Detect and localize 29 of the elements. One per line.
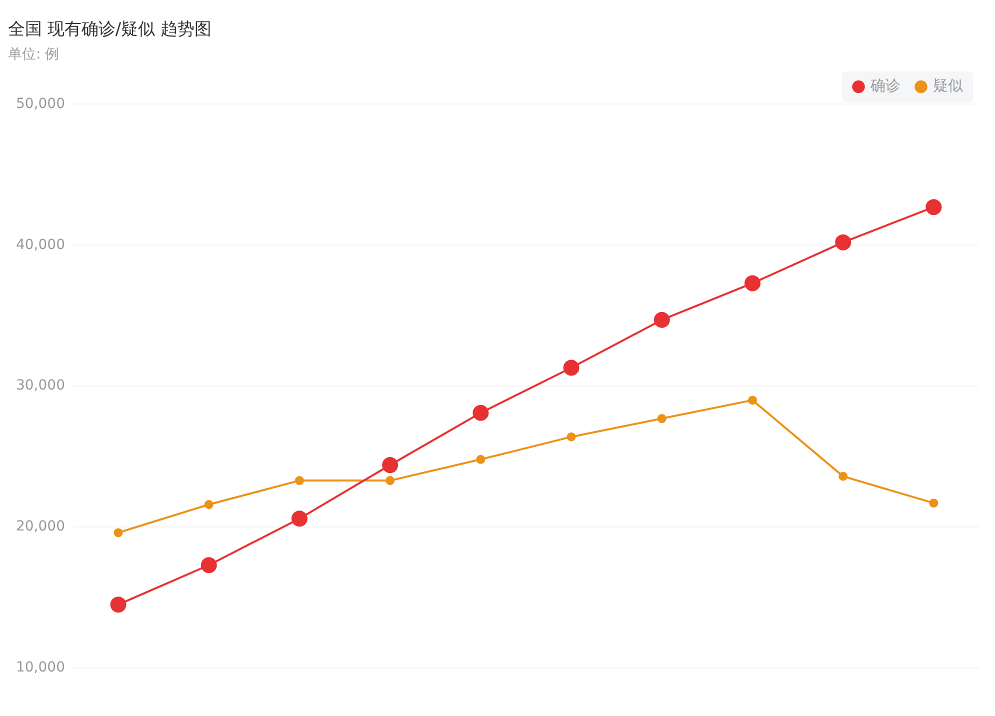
y-tick-label: 20,000 [16,518,65,535]
point [472,404,489,421]
point [294,476,304,486]
point [929,498,938,508]
legend-label: 疑似 [933,76,963,95]
point [748,396,757,405]
point [838,472,848,481]
point [204,500,214,509]
y-tick-label: 30,000 [16,378,65,394]
chart-title: 全国 现有确诊/疑似 趋势图 [8,20,212,40]
y-tick-label: 40,000 [16,236,65,253]
point [654,312,670,328]
point [110,596,126,613]
point [926,199,942,216]
point [291,510,308,527]
y-axis-title: 单位: 例 [8,46,60,62]
y-tick-label: 10,000 [16,660,65,676]
point [386,476,395,486]
point [200,557,217,574]
point [382,457,398,474]
point [835,234,852,250]
point [476,454,486,464]
point [114,528,123,538]
legend-label: 确诊 [870,76,900,95]
point [563,360,580,376]
point [744,275,760,292]
y-tick-label: 50,000 [16,96,65,112]
point [657,414,666,424]
point [566,432,576,442]
